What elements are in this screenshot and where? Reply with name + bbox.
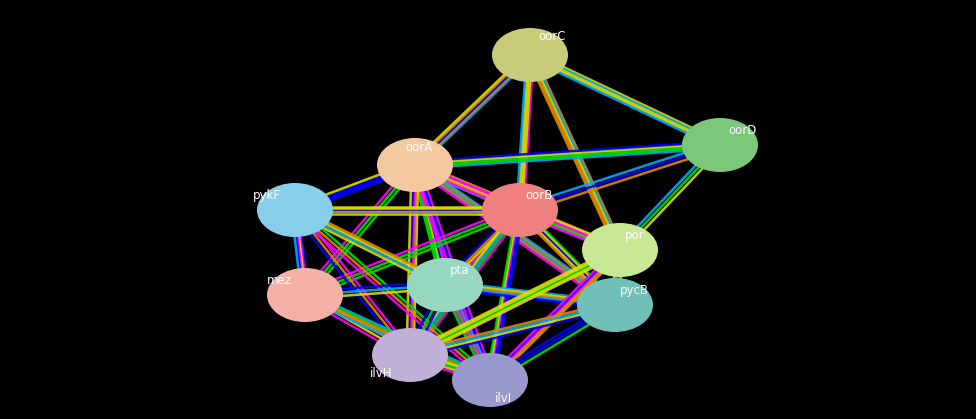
Ellipse shape [452,353,528,407]
Text: oorD: oorD [728,124,756,137]
Text: oorB: oorB [525,189,552,202]
Ellipse shape [377,138,453,192]
Ellipse shape [267,268,343,322]
Ellipse shape [482,183,558,237]
Text: mez: mez [267,274,292,287]
Ellipse shape [257,183,333,237]
Text: ilvH: ilvH [370,367,392,380]
Ellipse shape [582,223,658,277]
Ellipse shape [372,328,448,382]
Ellipse shape [577,278,653,332]
Text: oorC: oorC [538,31,565,44]
Text: por: por [625,228,644,241]
Ellipse shape [492,28,568,82]
Ellipse shape [682,118,758,172]
Ellipse shape [407,258,483,312]
Text: pta: pta [450,264,469,277]
Text: pykF: pykF [253,189,281,202]
Text: pycB: pycB [620,284,649,297]
Text: oorA: oorA [405,140,432,153]
Text: ilvI: ilvI [495,391,512,404]
